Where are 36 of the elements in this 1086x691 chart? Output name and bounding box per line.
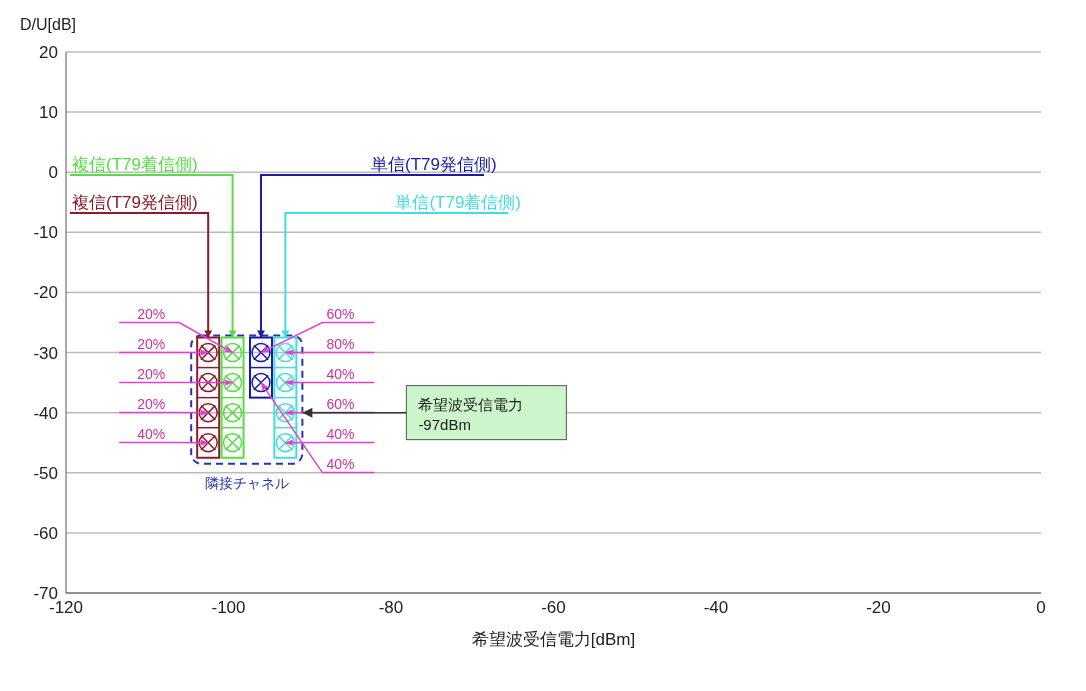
annotation: 60% — [326, 395, 355, 412]
x-tick-label: -120 — [48, 598, 84, 618]
annotation: 20% — [137, 365, 166, 382]
y-tick-label: -30 — [33, 343, 58, 363]
x-tick-label: 0 — [1036, 598, 1046, 618]
annotation: 隣接チャネル — [204, 474, 289, 491]
x-tick-label: -40 — [703, 598, 729, 618]
text: 複信(T79着信側) — [72, 155, 198, 174]
text: 単信(T79着信側) — [395, 193, 521, 212]
annotation: 40% — [137, 425, 166, 442]
x-tick-label: -100 — [211, 598, 246, 618]
annotation: 80% — [326, 335, 355, 352]
annotation: 20% — [137, 335, 166, 352]
annotation: 20% — [137, 395, 166, 412]
text: 複信(T79発信側) — [72, 193, 198, 212]
annotation: 40% — [326, 455, 355, 472]
note-box: 希望波受信電力 -97dBm — [405, 385, 567, 441]
y-tick-label: -20 — [33, 283, 58, 303]
annotation: 40% — [326, 365, 355, 382]
y-tick-label: -40 — [33, 403, 58, 423]
x-axis-title: 希望波受信電力[dBm] — [471, 630, 636, 649]
x-tick-label: -20 — [866, 598, 891, 618]
y-tick-label: 20 — [39, 43, 58, 63]
annotation: 希望波受信電力 -97dBm — [418, 395, 524, 433]
text: 単信(T79発信側) — [371, 155, 497, 174]
y-tick-label: 10 — [39, 103, 58, 123]
annotation: 60% — [326, 305, 355, 322]
y-tick-label: -50 — [33, 463, 58, 483]
y-axis-title: D/U[dB] — [20, 16, 77, 33]
x-tick-label: -60 — [541, 598, 566, 618]
annotation: 20% — [137, 305, 166, 322]
annotation: 40% — [326, 425, 355, 442]
x-tick-label: -80 — [378, 598, 404, 618]
y-tick-label: -60 — [33, 523, 58, 543]
y-tick-label: 0 — [48, 163, 58, 183]
y-tick-label: -10 — [33, 223, 58, 243]
